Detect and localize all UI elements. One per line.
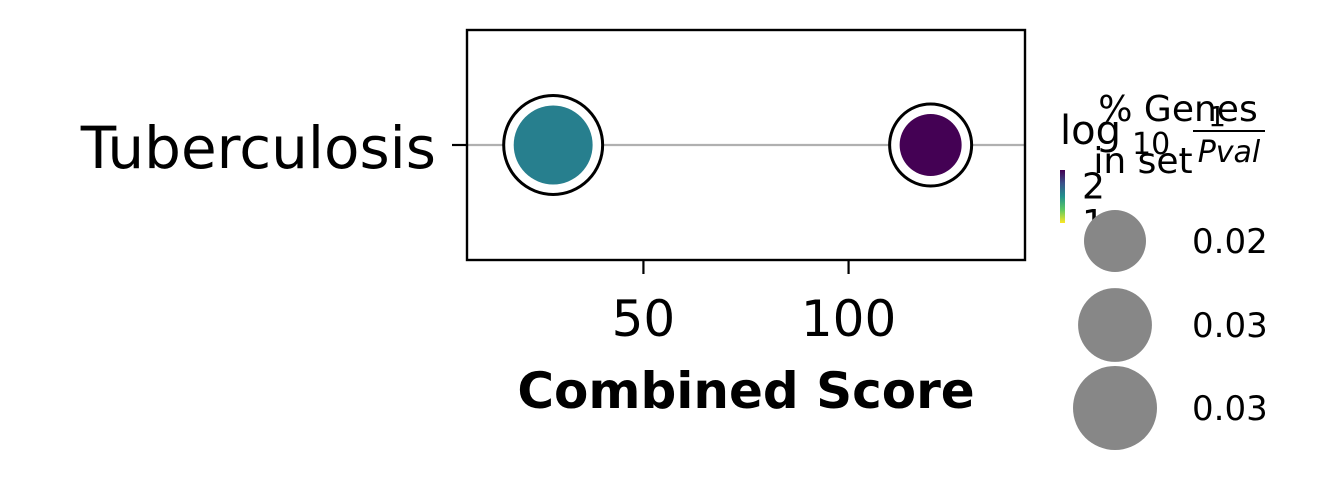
points-layer (502, 94, 974, 196)
size-legend-title-line2: in set (1093, 141, 1192, 182)
x-tick-label-0: 50 (612, 290, 676, 348)
colorbar-title-den: Pval (1198, 135, 1261, 170)
size-legend-marker-1 (1078, 288, 1152, 362)
data-point-0 (513, 105, 593, 185)
colorbar: log 10 1 Pval 21 (1060, 100, 1265, 244)
size-legend: % Genes in set 0.02 0.03 0.03 (1073, 89, 1268, 450)
y-tick-label-tuberculosis: Tuberculosis (80, 114, 436, 182)
colorbar-title-main: log (1060, 108, 1121, 154)
x-axis-label: Combined Score (517, 362, 974, 420)
size-legend-label-2: 0.03 (1192, 389, 1268, 429)
x-ticks: 50 100 (612, 260, 896, 348)
size-legend-title-line1: % Genes (1098, 89, 1257, 130)
size-legend-label-0: 0.02 (1192, 222, 1268, 262)
colorbar-gradient (1060, 170, 1065, 223)
size-legend-marker-0 (1084, 210, 1146, 272)
x-tick-label-1: 100 (801, 290, 896, 348)
data-point-1 (899, 114, 962, 176)
size-legend-marker-2 (1073, 366, 1157, 450)
plot-frame (465, 28, 1027, 262)
colorbar-title-sub: 10 (1132, 127, 1170, 162)
size-legend-entries: 0.02 0.03 0.03 (1073, 210, 1268, 450)
colorbar-title-num: 1 (1208, 100, 1226, 133)
colorbar-tick-label-0: 2 (1082, 167, 1105, 208)
size-legend-label-1: 0.03 (1192, 306, 1268, 346)
